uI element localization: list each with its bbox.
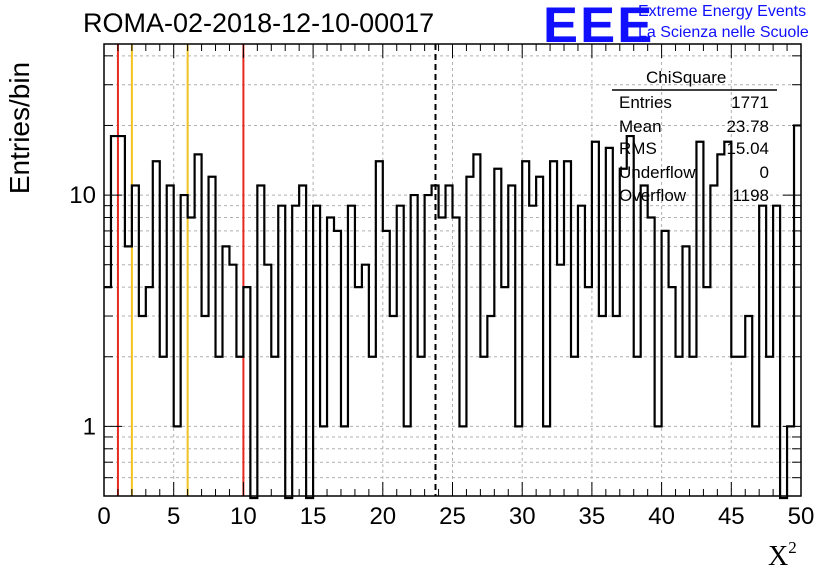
histogram-bin: [146, 287, 153, 496]
histogram-bin: [355, 287, 362, 496]
histogram-bin: [125, 246, 132, 496]
histogram-bin: [529, 206, 536, 496]
stats-row-rms: RMS 15.04: [619, 139, 769, 161]
stats-value: 1771: [731, 93, 769, 112]
logo-line-2: La Scienza nelle Scuole: [638, 24, 809, 41]
x-axis-label-base: X: [768, 541, 789, 572]
x-tick-label: 35: [579, 503, 606, 530]
histogram-bin: [139, 316, 146, 496]
stats-value: 15.04: [726, 139, 769, 158]
stats-row-entries: Entries 1771: [619, 93, 769, 115]
y-axis-label: Entries/bin: [4, 61, 35, 195]
stats-key: Underflow: [619, 163, 696, 182]
y-tick-label: 1: [83, 413, 96, 440]
x-tick-label: 15: [300, 503, 327, 530]
x-axis-label: X2: [768, 538, 797, 573]
stats-row-underflow: Underflow 0: [619, 163, 769, 185]
y-tick-label: 10: [69, 182, 96, 209]
stats-row-mean: Mean 23.78: [619, 117, 769, 139]
histogram-bin: [703, 287, 710, 496]
histogram-bin: [446, 186, 453, 496]
histogram-bin: [599, 316, 606, 496]
stats-key: RMS: [619, 139, 657, 158]
eee-logo: EEE: [543, 0, 655, 53]
run-title: ROMA-02-2018-12-10-00017: [83, 8, 435, 38]
histogram-bin: [501, 287, 508, 496]
stats-row-overflow: Overflow 1198: [619, 186, 769, 208]
x-tick-label: 20: [369, 503, 396, 530]
x-tick-label: 30: [509, 503, 536, 530]
histogram-bin: [390, 316, 397, 496]
stats-value: 0: [759, 163, 769, 182]
histogram-bin: [557, 265, 564, 496]
stats-key: Overflow: [619, 186, 687, 205]
histogram-bin: [202, 316, 209, 496]
stats-value: 1198: [732, 186, 769, 205]
x-tick-label: 25: [439, 503, 466, 530]
histogram-bin: [585, 287, 592, 496]
x-tick-label: 0: [97, 503, 110, 530]
histogram-bin: [104, 287, 111, 496]
x-tick-label: 10: [230, 503, 257, 530]
x-tick-label: 5: [167, 503, 180, 530]
x-tick-label: 40: [648, 503, 675, 530]
stats-value: 23.78: [726, 117, 769, 136]
x-tick-label: 45: [718, 503, 745, 530]
stats-key: Entries: [619, 93, 672, 112]
logo-line-1: Extreme Energy Events: [638, 3, 807, 20]
stats-key: Mean: [619, 117, 662, 136]
x-axis-label-superscript: 2: [788, 538, 797, 557]
histogram-outline: [104, 124, 801, 500]
x-tick-label: 50: [788, 503, 815, 530]
histogram-bin: [613, 316, 620, 496]
stats-box-title: ChiSquare: [646, 68, 727, 87]
